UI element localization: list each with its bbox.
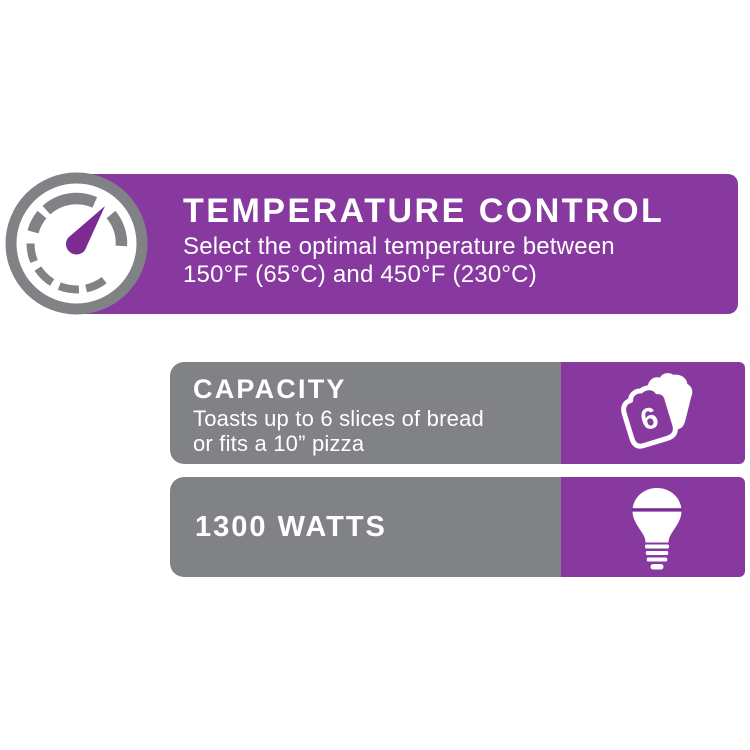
bulb-divider-line [632, 508, 682, 512]
temperature-title: TEMPERATURE CONTROL [183, 192, 665, 230]
capacity-title: CAPACITY [193, 374, 347, 404]
wattage-banner: 1300 WATTS [170, 477, 561, 577]
capacity-banner: CAPACITY Toasts up to 6 slices of bread … [170, 362, 561, 464]
toast-icon: 6 [621, 373, 693, 449]
capacity-description-line2: or fits a 10” pizza [193, 431, 365, 456]
gauge-needle-icon [66, 206, 105, 255]
capacity-description-line1: Toasts up to 6 slices of bread [193, 406, 484, 431]
bulb-icon [632, 488, 682, 570]
temperature-description: Select the optimal temperature between 1… [183, 233, 615, 289]
temperature-banner [70, 174, 738, 314]
capacity-description: Toasts up to 6 slices of bread or fits a… [193, 406, 561, 456]
temperature-description-line1: Select the optimal temperature between [183, 233, 615, 260]
temperature-description-line2: 150°F (65°C) and 450°F (230°C) [183, 261, 537, 288]
gauge-icon [5, 172, 148, 315]
wattage-title: 1300 WATTS [195, 510, 387, 543]
